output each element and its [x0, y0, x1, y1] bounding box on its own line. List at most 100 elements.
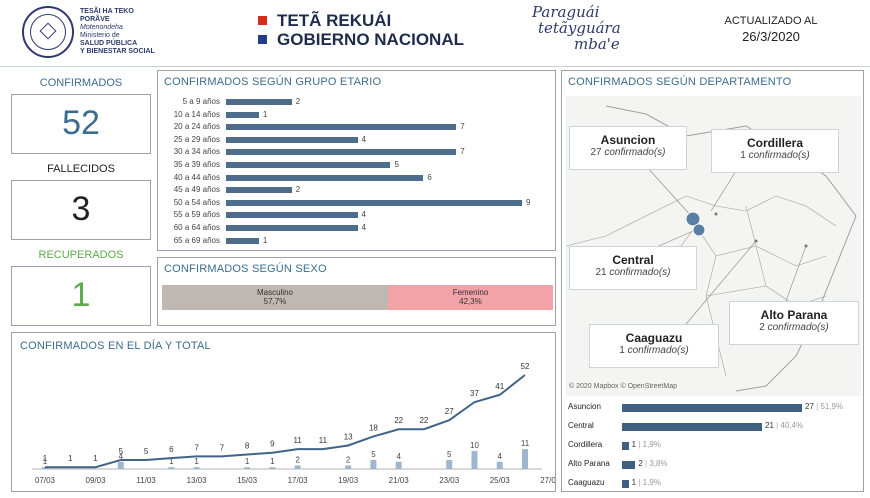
daily-bar-label: 1 [43, 457, 48, 466]
dept-bar [622, 404, 802, 412]
updated-label: ACTUALIZADO AL [724, 15, 818, 27]
female-pct: 42,3% [459, 297, 482, 306]
callout-alto-parana[interactable]: Alto Parana 2 confirmado(s) [729, 301, 859, 345]
age-bar-row[interactable]: 35 a 39 años 5 [158, 159, 553, 171]
x-tick-label: 19/03 [338, 476, 359, 485]
sex-panel: CONFIRMADOS SEGÚN SEXO Masculino 57,7% F… [157, 257, 556, 326]
sex-bar-male[interactable]: Masculino 57,7% [162, 285, 388, 310]
ministry-line: PORÃVE [80, 16, 110, 23]
cumulative-label: 11 [293, 436, 302, 445]
callout-central[interactable]: Central 21 confirmado(s) [569, 246, 697, 290]
age-bar-value: 1 [262, 109, 268, 119]
age-bar-row[interactable]: 25 a 29 años 4 [158, 134, 553, 146]
daily-bar-label: 4 [498, 452, 503, 461]
daily-bar-label: 1 [270, 457, 275, 466]
dept-bar [622, 461, 636, 469]
caaguazu-marker-icon[interactable] [754, 239, 758, 243]
daily-panel-title: CONFIRMADOS EN EL DÍA Y TOTAL [20, 340, 211, 352]
cumulative-label: 6 [169, 445, 174, 454]
map[interactable]: Asuncion 27 confirmado(s) Cordillera 1 c… [566, 96, 861, 396]
daily-bar [496, 461, 503, 469]
sex-bar-female[interactable]: Femenino 42,3% [388, 285, 553, 310]
fallecidos-value: 3 [71, 190, 91, 228]
dept-panel: CONFIRMADOS SEGÚN DEPARTAMENTO Asuncio [561, 70, 864, 492]
callout-caaguazu[interactable]: Caaguazu 1 confirmado(s) [589, 324, 719, 368]
callout-count: 2 confirmado(s) [759, 322, 829, 333]
callout-asuncion[interactable]: Asuncion 27 confirmado(s) [569, 126, 687, 170]
age-bar-value: 4 [361, 223, 366, 232]
cumulative-label: 1 [43, 454, 48, 463]
dept-bar-row[interactable]: Alto Parana 2 | 3,8% [562, 458, 863, 470]
callout-cordillera[interactable]: Cordillera 1 confirmado(s) [711, 129, 839, 173]
x-tick-label: 15/03 [237, 476, 258, 485]
daily-bar-label: 2 [346, 455, 351, 464]
dept-bar-row[interactable]: Caaguazu 1 | 1,9% [562, 477, 863, 489]
cumulative-label: 1 [93, 454, 98, 463]
age-bar [226, 225, 358, 231]
dept-panel-title: CONFIRMADOS SEGÚN DEPARTAMENTO [568, 76, 792, 88]
ministry-line: TESÃI HA TEKO [80, 8, 134, 15]
ministry-text: TESÃI HA TEKO PORÃVE Motenondeha Ministe… [80, 8, 190, 56]
alto-parana-marker-icon[interactable] [804, 244, 808, 248]
dept-bar-label: Caaguazu [568, 478, 605, 487]
x-tick-label: 21/03 [389, 476, 410, 485]
age-bar-value: 6 [427, 172, 432, 182]
dept-bar-value: 27 | 51,9% [805, 402, 844, 411]
daily-bar [395, 461, 402, 469]
dept-bar-label: Asuncion [568, 402, 601, 411]
age-bar-row[interactable]: 60 a 64 años 4 [158, 222, 553, 234]
cumulative-label: 9 [270, 440, 275, 449]
age-bar-row[interactable]: 5 a 9 años 2 [158, 96, 553, 108]
asuncion-marker-icon[interactable] [685, 211, 701, 227]
dept-bar-label: Cordillera [568, 440, 603, 449]
age-bar-row[interactable]: 20 a 24 años 7 [158, 121, 553, 133]
cumulative-label: 1 [68, 454, 73, 463]
daily-bar-label: 11 [521, 439, 530, 448]
age-bar-row[interactable]: 45 a 49 años 2 [158, 184, 553, 196]
daily-bar [471, 450, 478, 469]
x-tick-label: 07/03 [35, 476, 56, 485]
cumulative-label: 5 [119, 447, 124, 456]
age-bar-value: 2 [295, 185, 301, 195]
age-bar [226, 124, 457, 131]
callout-name: Central [612, 253, 654, 267]
map-outline [566, 105, 857, 392]
age-bar-row[interactable]: 30 a 34 años 7 [158, 146, 553, 158]
cumulative-label: 5 [144, 447, 149, 456]
ministry-line: Ministerio de [80, 32, 120, 39]
daily-bar [117, 461, 124, 469]
map-attribution[interactable]: © 2020 Mapbox © OpenStreetMap [569, 383, 677, 390]
callout-count: 1 confirmado(s) [740, 150, 810, 161]
dept-bar-row[interactable]: Central 21 | 40,4% [562, 420, 863, 432]
ministry-line: SALUD PÚBLICA [80, 40, 138, 47]
age-bar-row[interactable]: 40 a 44 años 6 [158, 172, 553, 184]
age-bar-row[interactable]: 65 a 69 años 1 [158, 235, 553, 247]
callout-count: 21 confirmado(s) [595, 267, 671, 278]
dept-bar-row[interactable]: Cordillera 1 | 1,9% [562, 439, 863, 451]
age-bar [226, 136, 358, 143]
age-bar-row[interactable]: 55 a 59 años 4 [158, 209, 553, 221]
daily-bar-label: 1 [169, 457, 174, 466]
callout-name: Caaguazu [625, 331, 683, 345]
cumulative-label: 27 [445, 407, 454, 416]
recuperados-card[interactable]: 1 [11, 266, 151, 326]
age-bar [226, 162, 391, 168]
daily-bar-label: 4 [119, 452, 124, 461]
central-marker-icon[interactable] [692, 223, 706, 237]
age-bar-label: 10 a 14 años [173, 109, 220, 119]
age-bar-value: 9 [526, 197, 531, 207]
age-bar-label: 40 a 44 años [173, 172, 220, 182]
dept-bar-row[interactable]: Asuncion 27 | 51,9% [562, 401, 863, 413]
callout-name: Alto Parana [760, 308, 828, 322]
daily-bar-label: 1 [194, 457, 199, 466]
cumulative-label: 8 [245, 442, 250, 451]
age-bar-value: 4 [361, 210, 366, 220]
confirmados-card[interactable]: 52 [11, 94, 151, 154]
age-bar-row[interactable]: 50 a 54 años 9 [158, 197, 553, 209]
age-bar-row[interactable]: 10 a 14 años 1 [158, 109, 553, 121]
fallecidos-card[interactable]: 3 [11, 180, 151, 240]
dept-bar-label: Central [568, 421, 594, 430]
updated-date: 26/3/2020 [742, 29, 800, 44]
cordillera-marker-icon[interactable] [714, 212, 718, 216]
